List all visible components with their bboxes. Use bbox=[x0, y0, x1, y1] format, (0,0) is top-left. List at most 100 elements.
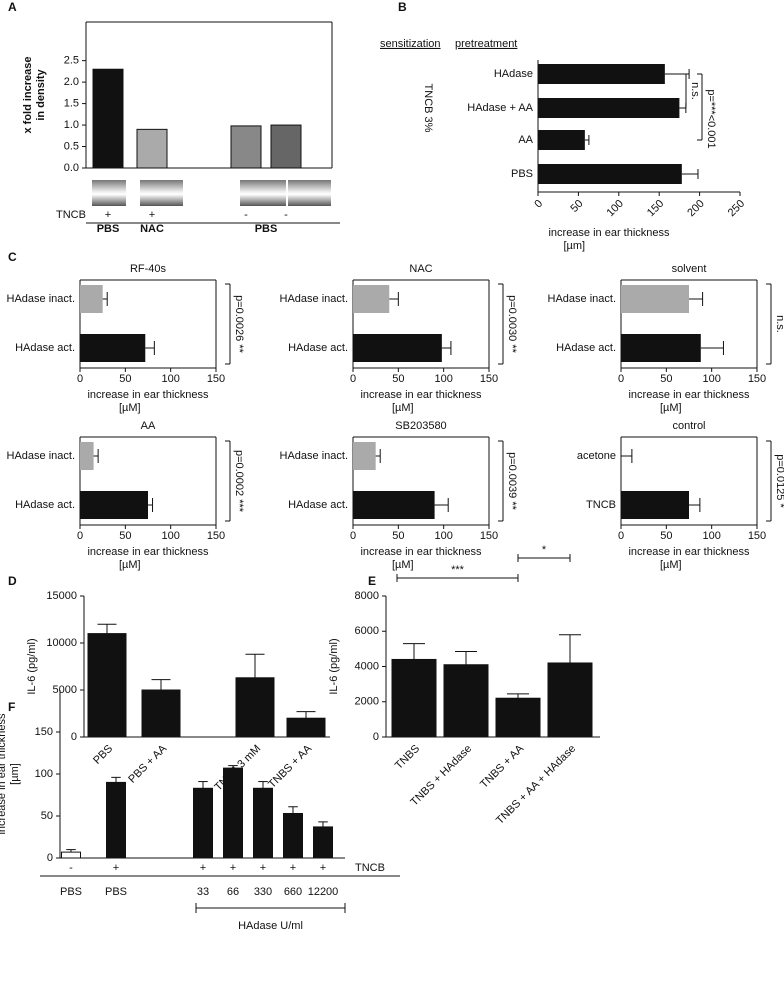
x-tick-label: 50 bbox=[119, 530, 131, 542]
bar bbox=[230, 125, 262, 169]
x-tick-label: TNBS + AA bbox=[478, 742, 527, 791]
x-tick-label: 0 bbox=[350, 373, 356, 385]
y-tick-label: 2.0 bbox=[64, 76, 79, 88]
panel-label: B bbox=[398, 0, 407, 14]
bar bbox=[443, 664, 489, 738]
x-tick-label: 12200 bbox=[308, 886, 339, 898]
y-tick-label: HAdase act. bbox=[288, 342, 348, 354]
bar bbox=[87, 633, 127, 738]
y-tick-label: HAdase + AA bbox=[467, 102, 533, 114]
x-axis-label: [µM] bbox=[119, 402, 141, 414]
y-tick-label: 100 bbox=[35, 768, 53, 780]
row-sign: + bbox=[260, 862, 266, 874]
x-tick-label: 100 bbox=[161, 373, 179, 385]
chart-title: control bbox=[672, 420, 705, 432]
x-tick-label: 100 bbox=[434, 373, 452, 385]
bar bbox=[141, 689, 181, 738]
chart-title: SB203580 bbox=[395, 420, 446, 432]
x-axis-label: increase in ear thickness bbox=[548, 227, 670, 239]
y-tick-label: 0 bbox=[373, 731, 379, 743]
y-tick-label: acetone bbox=[577, 450, 616, 462]
x-tick-label: 100 bbox=[434, 530, 452, 542]
x-tick-label: 200 bbox=[685, 198, 706, 219]
row-sign: - bbox=[69, 862, 73, 874]
y-tick-label: 2000 bbox=[355, 696, 379, 708]
sig-label: p=***<0.001 bbox=[705, 89, 717, 148]
bar bbox=[193, 787, 213, 859]
y-tick-label: 6000 bbox=[355, 625, 379, 637]
bar bbox=[223, 767, 243, 859]
row-sign: + bbox=[149, 209, 155, 221]
bar bbox=[313, 826, 333, 859]
sig-label: p=0.0030 ** bbox=[506, 295, 518, 354]
x-axis-label: increase in ear thickness bbox=[360, 546, 482, 558]
y-tick-label: 50 bbox=[41, 810, 53, 822]
bar bbox=[495, 697, 541, 738]
row-sign: + bbox=[105, 209, 111, 221]
x-tick-label: TNBS bbox=[393, 743, 422, 772]
y-axis-label: increase in ear thickness bbox=[0, 713, 8, 835]
bar bbox=[80, 491, 148, 519]
x-axis-label: increase in ear thickness bbox=[628, 546, 750, 558]
bar bbox=[80, 285, 103, 313]
sig-label: p=0.0039 ** bbox=[506, 452, 518, 511]
x-tick-label: 150 bbox=[480, 373, 498, 385]
y-axis-label: IL-6 (pg/ml) bbox=[26, 638, 38, 694]
sig-label: n.s. bbox=[689, 82, 701, 100]
row-sign: - bbox=[244, 209, 248, 221]
y-tick-label: 15000 bbox=[46, 590, 77, 602]
sig-label: p=0.0026 ** bbox=[233, 295, 245, 354]
bar bbox=[353, 442, 376, 470]
x-tick-label: 250 bbox=[726, 198, 747, 219]
y-tick-label: 0 bbox=[47, 852, 53, 864]
bar bbox=[235, 677, 275, 738]
bar bbox=[538, 64, 665, 84]
column-header: pretreatment bbox=[455, 38, 517, 50]
panel-label: D bbox=[8, 574, 17, 588]
y-axis-label: IL-6 (pg/ml) bbox=[328, 638, 340, 694]
bar bbox=[538, 98, 680, 118]
x-tick-label: 0 bbox=[532, 198, 545, 211]
x-tick-label: 50 bbox=[119, 373, 131, 385]
x-axis-label: increase in ear thickness bbox=[360, 389, 482, 401]
x-tick-label: 0 bbox=[618, 530, 624, 542]
y-tick-label: 10000 bbox=[46, 637, 77, 649]
y-tick-label: 0.5 bbox=[64, 140, 79, 152]
y-axis-label: in density bbox=[35, 68, 47, 120]
bar bbox=[253, 787, 273, 859]
x-tick-label: 0 bbox=[618, 373, 624, 385]
x-tick-label: 150 bbox=[645, 198, 666, 219]
bar bbox=[547, 662, 593, 738]
y-tick-label: HAdase inact. bbox=[280, 450, 348, 462]
x-tick-label: 660 bbox=[284, 886, 302, 898]
row-sign: + bbox=[113, 862, 119, 874]
x-axis-label: [µM] bbox=[660, 402, 682, 414]
bar bbox=[80, 442, 94, 470]
x-tick-label: PBS bbox=[91, 743, 115, 767]
y-tick-label: 0.0 bbox=[64, 162, 79, 174]
bar bbox=[621, 334, 701, 362]
chart-title: NAC bbox=[409, 263, 432, 275]
y-tick-label: 2.5 bbox=[64, 55, 79, 67]
x-tick-label: 50 bbox=[660, 373, 672, 385]
bar bbox=[391, 658, 437, 738]
group-label: PBS bbox=[97, 223, 120, 235]
bar bbox=[136, 128, 168, 169]
bar bbox=[353, 285, 390, 313]
panel-label: C bbox=[8, 250, 17, 264]
sig-label: *** bbox=[451, 564, 465, 576]
row-sign: - bbox=[284, 209, 288, 221]
bar bbox=[286, 717, 326, 738]
y-tick-label: 1.5 bbox=[64, 97, 79, 109]
bar bbox=[353, 491, 435, 519]
x-tick-label: 150 bbox=[748, 373, 766, 385]
bar bbox=[61, 851, 81, 859]
sig-label: p=0.0002 *** bbox=[233, 450, 245, 513]
blot bbox=[140, 180, 183, 206]
x-tick-label: 50 bbox=[568, 198, 585, 215]
y-tick-label: HAdase inact. bbox=[280, 293, 348, 305]
y-tick-label: HAdase act. bbox=[288, 499, 348, 511]
x-tick-label: 150 bbox=[207, 373, 225, 385]
x-tick-label: 100 bbox=[702, 530, 720, 542]
